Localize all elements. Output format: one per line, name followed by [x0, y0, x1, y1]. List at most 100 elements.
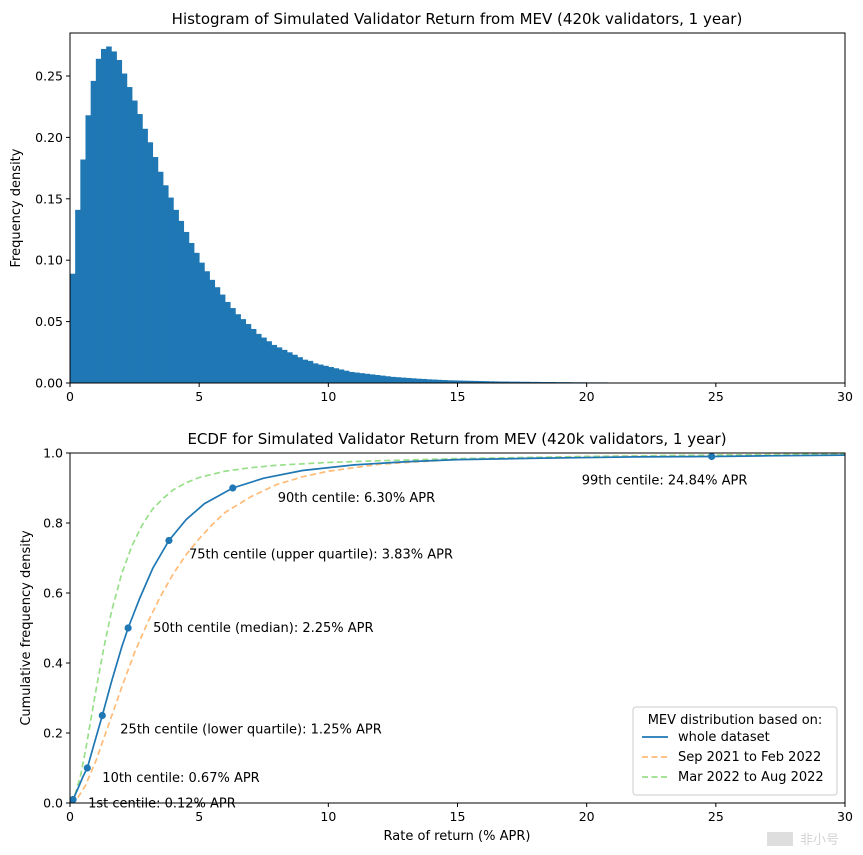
- histogram-bar: [276, 347, 283, 383]
- centile-annotation: 1st centile: 0.12% APR: [88, 797, 236, 812]
- x-tick-label: 20: [579, 389, 595, 404]
- histogram-bar: [204, 271, 210, 383]
- histogram-bar: [194, 252, 200, 383]
- histogram-bar: [462, 380, 469, 383]
- histogram-bar: [281, 349, 288, 383]
- legend-entry: Mar 2022 to Aug 2022: [678, 770, 824, 785]
- legend-box: [632, 706, 838, 796]
- histogram-bar: [488, 381, 495, 383]
- histogram-bar: [374, 375, 381, 383]
- histogram-bar: [178, 220, 185, 383]
- y-tick-label: 0.6: [43, 586, 63, 601]
- histogram-bar: [431, 379, 438, 383]
- y-tick-label: 0.20: [35, 130, 63, 145]
- histogram-bars: [70, 46, 846, 384]
- ecdf-y-ticks: 0.0 0.2 0.4 0.6 0.8 1.0: [43, 446, 70, 811]
- histogram-bar: [442, 380, 448, 383]
- histogram-bar: [416, 378, 422, 383]
- histogram-bar: [359, 373, 365, 383]
- watermark: 非小号: [767, 832, 839, 848]
- histogram-bar: [116, 60, 123, 383]
- x-tick-label: 20: [579, 809, 595, 824]
- legend-title: MEV distribution based on:: [648, 713, 823, 728]
- histogram-bar: [85, 115, 92, 383]
- x-tick-label: 0: [66, 809, 74, 824]
- y-tick-label: 0.25: [35, 68, 63, 83]
- histogram-bar: [214, 287, 221, 383]
- histogram-bar: [504, 381, 510, 383]
- centile-annotation: 10th centile: 0.67% APR: [102, 771, 259, 786]
- histogram-bar: [529, 381, 536, 383]
- histogram-bar: [230, 308, 236, 383]
- ecdf-series-line: [70, 454, 845, 803]
- x-tick-label: 25: [708, 389, 724, 404]
- centile-annotation: 90th centile: 6.30% APR: [278, 491, 435, 506]
- histogram-bar: [137, 114, 143, 383]
- histogram-bar: [111, 51, 117, 383]
- histogram-bar: [369, 374, 376, 383]
- histogram-bar: [354, 372, 360, 383]
- y-tick-label: 0.05: [35, 314, 63, 329]
- centile-marker: [229, 484, 237, 492]
- y-tick-label: 0.00: [35, 376, 63, 391]
- histogram-bar: [271, 344, 278, 383]
- histogram-bar: [266, 341, 272, 383]
- y-tick-label: 0.15: [35, 191, 63, 206]
- histogram-bar: [287, 352, 293, 383]
- x-tick-label: 30: [837, 809, 853, 824]
- histogram-bar: [514, 381, 520, 383]
- histogram-bar: [245, 324, 252, 383]
- y-tick-label: 0.2: [43, 726, 63, 741]
- histogram-bar: [364, 373, 371, 383]
- histogram-bar: [240, 319, 247, 383]
- watermark-logo: [767, 832, 793, 846]
- centile-marker: [69, 795, 77, 804]
- ecdf-x-ticks: 0 5 10 15 20 25 30: [66, 803, 853, 824]
- histogram-bar: [302, 359, 309, 383]
- histogram-bar: [90, 80, 97, 383]
- histogram-bar: [199, 262, 205, 383]
- ecdf-markers: [69, 452, 716, 804]
- histogram-bar: [436, 379, 443, 383]
- histogram-bar: [333, 368, 340, 383]
- histogram-bar: [421, 378, 427, 383]
- x-tick-label: 25: [708, 809, 724, 824]
- histogram-bar: [147, 142, 154, 383]
- x-tick-label: 5: [195, 389, 203, 404]
- histogram-bar: [405, 377, 412, 383]
- ecdf-legend: MEV distribution based on: whole dataset…: [632, 706, 838, 796]
- histogram-bar: [400, 377, 407, 383]
- histogram-bar: [524, 381, 531, 383]
- histogram-bar: [250, 328, 257, 383]
- centile-marker: [124, 624, 132, 632]
- x-tick-label: 10: [320, 389, 336, 404]
- histogram-bar: [75, 209, 81, 383]
- histogram-bar: [168, 197, 174, 383]
- histogram-bar: [493, 381, 500, 383]
- y-tick-label: 0.8: [43, 516, 63, 531]
- centile-marker: [708, 452, 716, 461]
- histogram-bar: [121, 73, 128, 384]
- histogram-bar: [318, 364, 324, 383]
- centile-annotation: 99th centile: 24.84% APR: [582, 474, 748, 489]
- y-tick-label: 0.10: [35, 253, 63, 268]
- x-tick-label: 15: [450, 809, 466, 824]
- ecdf-title: ECDF for Simulated Validator Return from…: [187, 430, 726, 448]
- centile-marker: [98, 711, 106, 720]
- histogram-y-label: Frequency density: [9, 148, 24, 267]
- histogram-bar: [183, 231, 190, 383]
- legend-entry: Sep 2021 to Feb 2022: [678, 750, 821, 765]
- centile-annotation: 75th centile (upper quartile): 3.83% APR: [189, 548, 453, 563]
- histogram-bar: [519, 381, 526, 383]
- histogram-bar: [256, 333, 262, 383]
- histogram-bar: [297, 357, 303, 383]
- legend-items: whole dataset Sep 2021 to Feb 2022 Mar 202…: [642, 730, 824, 785]
- histogram-bar: [509, 381, 515, 383]
- ecdf-series-line: [70, 453, 845, 803]
- histogram-bar: [307, 360, 314, 383]
- histogram-bar: [447, 380, 453, 383]
- histogram-bar: [467, 380, 474, 383]
- ecdf-x-label: Rate of return (% APR): [384, 829, 531, 844]
- histogram-bar: [188, 243, 195, 383]
- x-tick-label: 15: [450, 389, 466, 404]
